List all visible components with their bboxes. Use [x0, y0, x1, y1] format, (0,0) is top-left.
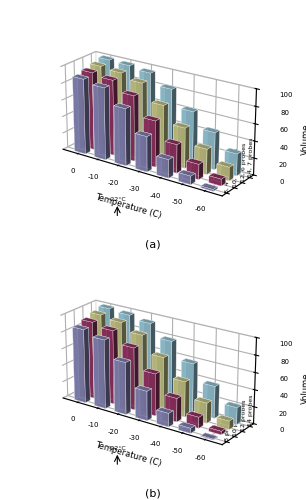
- Text: -22°C: -22°C: [108, 446, 126, 451]
- X-axis label: Temperature (C): Temperature (C): [94, 192, 162, 220]
- Text: (a): (a): [145, 240, 161, 250]
- X-axis label: Temperature (C): Temperature (C): [94, 441, 162, 468]
- Text: (b): (b): [145, 488, 161, 498]
- Text: -22°C: -22°C: [108, 197, 126, 202]
